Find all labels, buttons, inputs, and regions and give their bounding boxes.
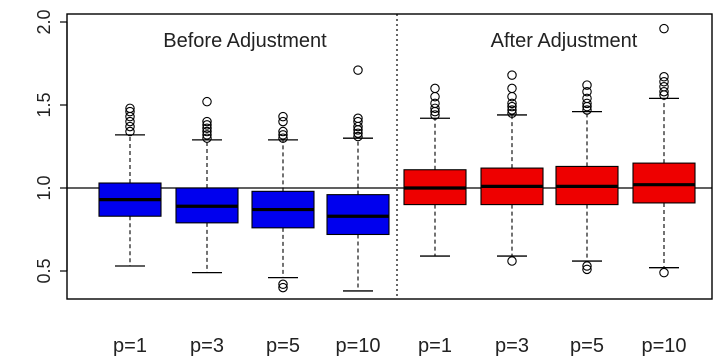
outlier-point	[430, 103, 440, 114]
plot-area	[66, 13, 713, 300]
y-tick-label: 1.0	[34, 175, 54, 200]
x-category-label: p=5	[266, 335, 300, 357]
outlier-point	[278, 279, 288, 290]
outlier-point	[507, 108, 517, 119]
box-before-p=3	[175, 96, 239, 274]
outlier-point	[202, 120, 212, 130]
x-axis-labels: p=1 p=3 p=5 p=10 p=1 p=3 p=5 p=10	[113, 335, 687, 357]
outlier-point	[353, 128, 363, 138]
x-category-label: p=3	[495, 335, 529, 357]
outlier-point	[125, 126, 135, 137]
outlier-point	[582, 86, 592, 97]
outlier-point	[125, 106, 135, 117]
panel-title-after: After Adjustment	[491, 30, 638, 52]
outlier-point	[507, 101, 517, 112]
outlier-point	[582, 264, 592, 275]
outlier-point	[659, 23, 669, 34]
box-body	[632, 162, 696, 204]
outlier-point	[659, 77, 669, 87]
outlier-point	[430, 110, 440, 120]
outlier-point	[430, 98, 440, 109]
box-after-p=3	[480, 70, 544, 266]
y-axis: 0.5 1.0 1.5 2.0	[34, 9, 68, 284]
box-body	[326, 194, 390, 236]
outlier-point	[507, 70, 517, 80]
outlier-point	[202, 126, 212, 137]
outlier-point	[659, 81, 669, 92]
outlier-point	[507, 98, 517, 109]
x-category-label: p=10	[641, 335, 686, 357]
outlier-point	[125, 111, 135, 122]
outlier-point	[353, 131, 363, 142]
outlier-point	[278, 111, 288, 122]
box-after-p=5	[555, 80, 619, 275]
outlier-point	[125, 103, 135, 114]
outlier-point	[507, 83, 517, 94]
box-after-p=10	[632, 23, 696, 278]
outlier-point	[582, 105, 592, 115]
panel-title-before: Before Adjustment	[163, 30, 327, 52]
x-category-label: p=3	[190, 335, 224, 357]
outlier-point	[202, 96, 212, 107]
outlier-point	[582, 93, 592, 104]
box-before-p=1	[98, 103, 162, 267]
outlier-point	[582, 80, 592, 90]
outlier-point	[278, 116, 288, 127]
box-before-p=5	[251, 111, 315, 293]
x-category-label: p=1	[113, 335, 147, 357]
outlier-point	[659, 72, 669, 82]
outlier-point	[507, 105, 517, 115]
outlier-point	[659, 86, 669, 97]
x-category-label: p=1	[418, 335, 452, 357]
outlier-point	[582, 98, 592, 109]
outlier-point	[125, 116, 135, 127]
box-before-p=10	[326, 65, 390, 292]
outlier-point	[353, 65, 363, 75]
outlier-point	[353, 116, 363, 127]
outlier-point	[507, 256, 517, 266]
outlier-point	[278, 282, 288, 293]
y-tick-label: 0.5	[34, 258, 54, 283]
y-tick-label: 1.5	[34, 92, 54, 117]
outlier-point	[659, 267, 669, 278]
outlier-point	[278, 133, 288, 143]
outlier-point	[278, 126, 288, 137]
outlier-point	[202, 133, 212, 143]
outlier-point	[582, 261, 592, 271]
y-tick-label: 2.0	[34, 9, 54, 34]
plot-frame	[66, 13, 713, 300]
outlier-point	[125, 121, 135, 132]
x-category-label: p=5	[570, 335, 604, 357]
outlier-point	[202, 116, 212, 127]
outlier-point	[202, 123, 212, 133]
outlier-point	[278, 130, 288, 140]
outlier-point	[202, 130, 212, 140]
outlier-point	[353, 113, 363, 124]
box-after-p=1	[403, 83, 467, 257]
x-category-label: p=10	[335, 335, 380, 357]
outlier-point	[430, 83, 440, 94]
